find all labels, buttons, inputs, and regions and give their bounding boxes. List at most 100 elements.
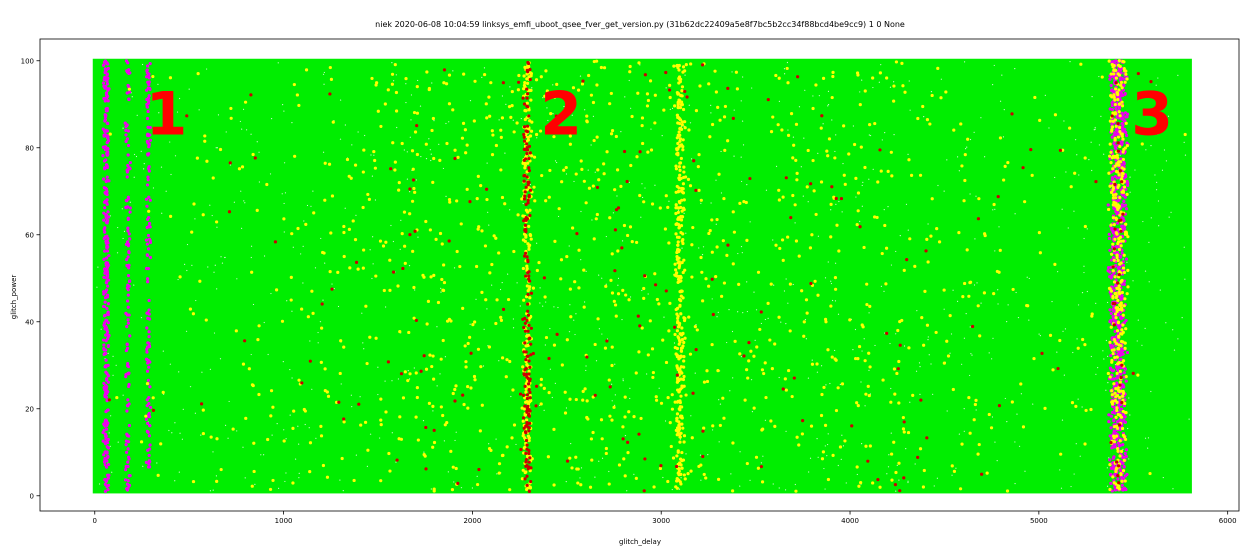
data-point	[825, 149, 829, 153]
data-point	[105, 244, 109, 248]
data-point	[146, 175, 150, 179]
data-point	[106, 121, 110, 126]
data-point	[634, 476, 638, 480]
data-point	[854, 356, 858, 361]
gap-point	[1062, 330, 1064, 332]
data-point	[300, 381, 304, 385]
gap-point	[212, 451, 214, 453]
gap-point	[816, 438, 818, 440]
gap-point	[282, 104, 284, 106]
data-point	[934, 330, 938, 335]
data-point	[582, 305, 586, 309]
data-point	[349, 176, 353, 180]
data-point	[540, 173, 544, 178]
data-point	[628, 64, 632, 69]
data-point	[629, 163, 633, 168]
gap-point	[952, 289, 954, 291]
gap-point	[681, 247, 683, 249]
data-point	[1118, 358, 1122, 362]
data-point	[128, 474, 132, 478]
data-point	[125, 488, 130, 492]
data-point	[447, 102, 452, 106]
gap-point	[914, 463, 916, 465]
gap-point	[496, 473, 498, 475]
data-point	[635, 155, 639, 159]
gap-point	[1090, 355, 1092, 358]
gap-point	[699, 454, 702, 456]
gap-point	[584, 109, 586, 111]
data-point	[1122, 77, 1127, 81]
gap-point	[436, 326, 438, 328]
data-point	[681, 232, 685, 236]
gap-point	[339, 99, 342, 101]
gap-point	[720, 192, 723, 194]
gap-point	[664, 420, 667, 422]
data-point	[677, 256, 681, 260]
gap-point	[510, 395, 512, 398]
data-point	[374, 336, 378, 340]
data-point	[792, 376, 796, 380]
data-point	[1123, 91, 1127, 96]
data-point	[612, 405, 616, 409]
gap-point	[1119, 154, 1121, 156]
data-point	[319, 434, 324, 438]
gap-point	[1144, 437, 1147, 439]
gap-point	[417, 236, 419, 238]
data-point	[1117, 247, 1122, 252]
gap-point	[895, 333, 897, 335]
data-point	[675, 400, 680, 404]
data-point	[704, 277, 708, 281]
data-point	[687, 315, 691, 319]
data-point	[842, 173, 846, 177]
gap-point	[244, 477, 246, 479]
data-point	[522, 426, 526, 430]
data-point	[144, 238, 149, 242]
data-point	[323, 161, 327, 165]
data-point	[676, 133, 680, 137]
gap-point	[927, 339, 929, 341]
data-point	[247, 367, 251, 371]
gap-point	[556, 161, 558, 164]
gap-point	[617, 284, 619, 286]
data-point	[675, 353, 679, 357]
data-point	[147, 237, 152, 241]
data-point	[442, 280, 447, 285]
gap-point	[289, 414, 291, 416]
data-point	[148, 385, 152, 389]
gap-point	[893, 133, 895, 136]
data-point	[320, 326, 324, 330]
data-point	[539, 75, 543, 79]
data-point	[521, 266, 525, 271]
data-point	[524, 230, 528, 234]
data-point	[509, 115, 513, 119]
data-point	[925, 118, 930, 122]
data-point	[1112, 384, 1116, 389]
data-point	[662, 108, 666, 112]
data-point	[864, 392, 868, 396]
data-point	[676, 243, 680, 247]
gap-point	[1075, 443, 1077, 445]
gap-point	[717, 311, 719, 314]
data-point	[682, 374, 686, 379]
gap-point	[542, 97, 544, 99]
gap-point	[298, 472, 300, 474]
data-point	[876, 477, 880, 482]
data-point	[958, 487, 963, 491]
data-point	[477, 467, 481, 472]
data-point	[431, 404, 435, 408]
gap-point	[992, 337, 994, 339]
data-point	[1109, 426, 1113, 430]
data-point	[1113, 138, 1117, 142]
gap-point	[176, 111, 179, 113]
data-point	[936, 66, 940, 70]
data-point	[527, 224, 531, 229]
data-point	[105, 392, 109, 396]
data-point	[557, 207, 561, 211]
data-point	[415, 395, 419, 400]
data-point	[552, 483, 556, 487]
data-point	[801, 418, 805, 423]
data-point	[680, 120, 685, 124]
data-point	[545, 89, 549, 93]
data-point	[499, 315, 503, 319]
data-point	[593, 393, 597, 397]
